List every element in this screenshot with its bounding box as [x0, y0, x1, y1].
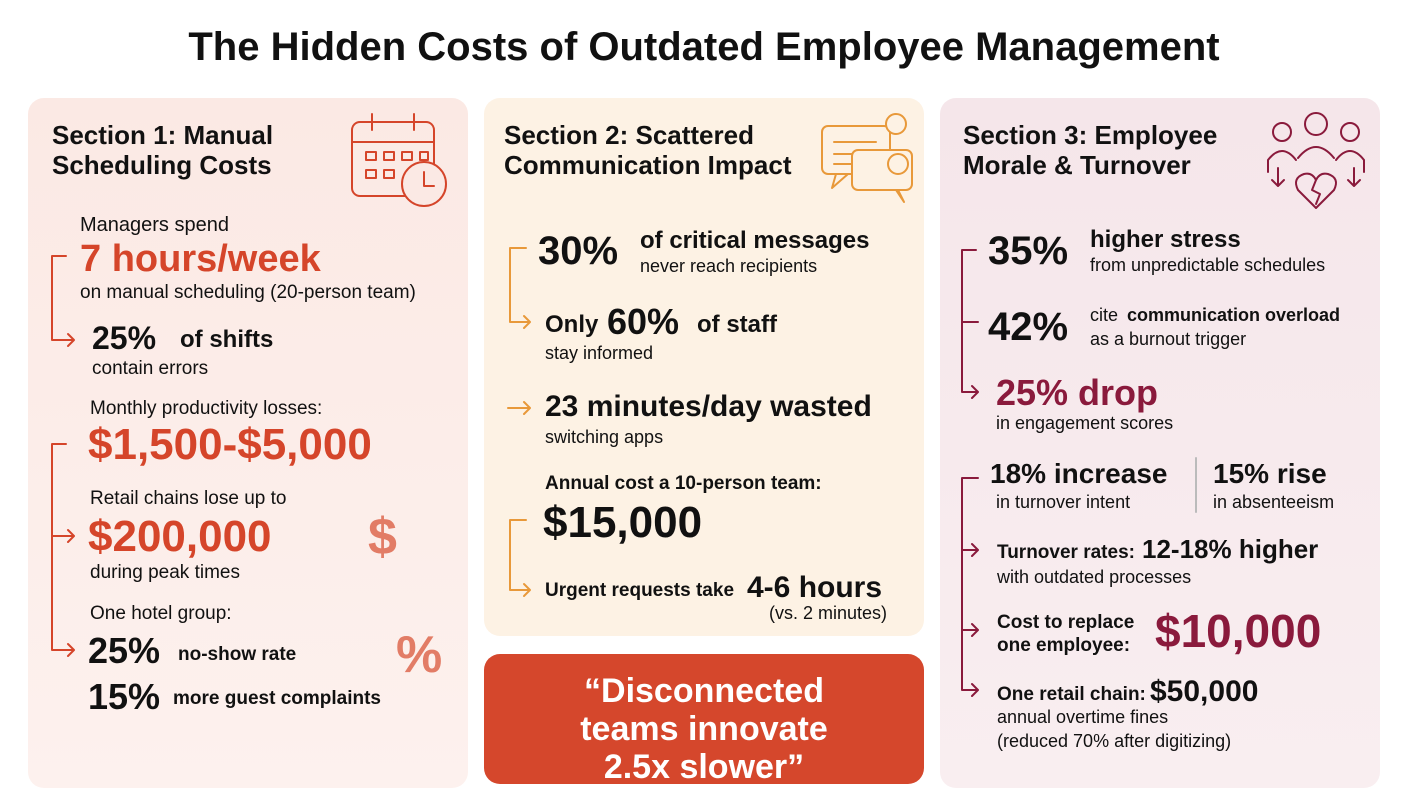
stat-value: 15% — [88, 676, 161, 717]
stat-detail: (vs. 2 minutes) — [768, 603, 887, 623]
stat-lead: One hotel group: — [90, 603, 232, 624]
connector — [509, 519, 531, 597]
stat-value: $50,000 — [1150, 675, 1259, 708]
section-title: Section 2: Scattered Communication Impac… — [504, 120, 792, 180]
dollar-icon: $ — [368, 508, 397, 566]
stat-detail: in absenteeism — [1213, 492, 1335, 512]
stat-value: 12-18% higher — [1142, 534, 1319, 564]
stat-label: of shifts — [180, 326, 274, 353]
stat-detail: as a burnout trigger — [1090, 329, 1247, 349]
stat-value: 23 minutes/day wasted — [545, 390, 872, 423]
connector — [51, 255, 75, 347]
stat-label: communication overload — [1127, 305, 1341, 325]
connector — [961, 249, 979, 399]
stat-lead: Retail chains lose up to — [90, 488, 287, 509]
connector — [961, 477, 979, 697]
page-title: The Hidden Costs of Outdated Employee Ma… — [188, 25, 1220, 69]
stat-detail: in engagement scores — [996, 413, 1174, 433]
stat-value: 30% — [538, 229, 619, 273]
stat-lead: One retail chain: — [997, 684, 1146, 705]
stat-detail: with outdated processes — [997, 567, 1192, 587]
stat-value: 25% — [92, 320, 157, 356]
stat-lead: cite — [1090, 305, 1119, 325]
section-3-connectors — [961, 249, 1197, 697]
stat-value: 60% — [607, 301, 680, 342]
section-title: Section 1: Manual Scheduling Costs — [52, 120, 274, 180]
stat-label: of critical messages — [640, 227, 870, 254]
stat-lead: Only — [545, 311, 599, 338]
stat-detail: on manual scheduling (20-person team) — [80, 282, 416, 303]
stat-value: 18% increase — [990, 458, 1168, 489]
stat-value: 35% — [988, 229, 1069, 273]
stat-detail: annual overtime fines — [997, 707, 1169, 727]
stat-value: $1,500-$5,000 — [88, 420, 372, 469]
percent-icon: % — [396, 626, 443, 684]
stat-lead: Turnover rates: — [997, 542, 1135, 563]
stat-detail: contain errors — [92, 358, 209, 379]
page: The Hidden Costs of Outdated Employee Ma… — [28, 25, 1380, 788]
stat-value: 15% rise — [1213, 458, 1327, 489]
stat-value: $200,000 — [88, 512, 272, 561]
chat-icon — [821, 113, 913, 203]
stat-detail: from unpredictable schedules — [1090, 255, 1326, 275]
panel-2 — [484, 98, 924, 636]
connectors — [51, 112, 1365, 697]
quote: “Disconnected teams innovate 2.5x slower… — [580, 672, 828, 786]
connector — [507, 401, 531, 415]
stat-value: 42% — [988, 305, 1069, 349]
stat-note: (reduced 70% after digitizing) — [997, 731, 1232, 751]
stat-lead: Urgent requests take — [545, 580, 735, 601]
stat-value: 25% — [88, 630, 161, 671]
stat-label: no-show rate — [178, 644, 297, 665]
connector — [509, 247, 531, 329]
stat-value: 25% drop — [996, 372, 1159, 413]
stat-label: of staff — [697, 311, 777, 338]
section-2-connectors — [507, 247, 531, 597]
stat-lead: Monthly productivity losses: — [90, 398, 323, 419]
stat-value: 7 hours/week — [80, 238, 321, 280]
stat-value: $10,000 — [1155, 605, 1322, 657]
panel-3 — [940, 98, 1380, 788]
stat-label: more guest complaints — [173, 688, 381, 709]
calendar-icon — [351, 113, 447, 207]
stat-value: 4-6 hours — [747, 571, 883, 604]
stat-detail: never reach recipients — [640, 256, 818, 276]
stat-lead: Cost to replace one employee: — [997, 612, 1135, 656]
connector — [51, 443, 75, 657]
stat-detail: stay informed — [545, 343, 654, 363]
section-title: Section 3: Employee Morale & Turnover — [963, 120, 1218, 180]
stat-detail: during peak times — [90, 562, 240, 583]
people-icon — [1267, 112, 1365, 209]
stat-lead: Managers spend — [80, 214, 229, 236]
stat-detail: in turnover intent — [996, 492, 1131, 512]
stat-value: $15,000 — [543, 498, 703, 547]
quote-box — [484, 654, 924, 784]
stat-label: higher stress — [1090, 226, 1241, 253]
stat-detail: switching apps — [545, 427, 664, 447]
panel-1 — [28, 98, 468, 788]
section-1-connectors — [51, 255, 75, 657]
stat-lead: Annual cost a 10-person team: — [545, 473, 822, 494]
